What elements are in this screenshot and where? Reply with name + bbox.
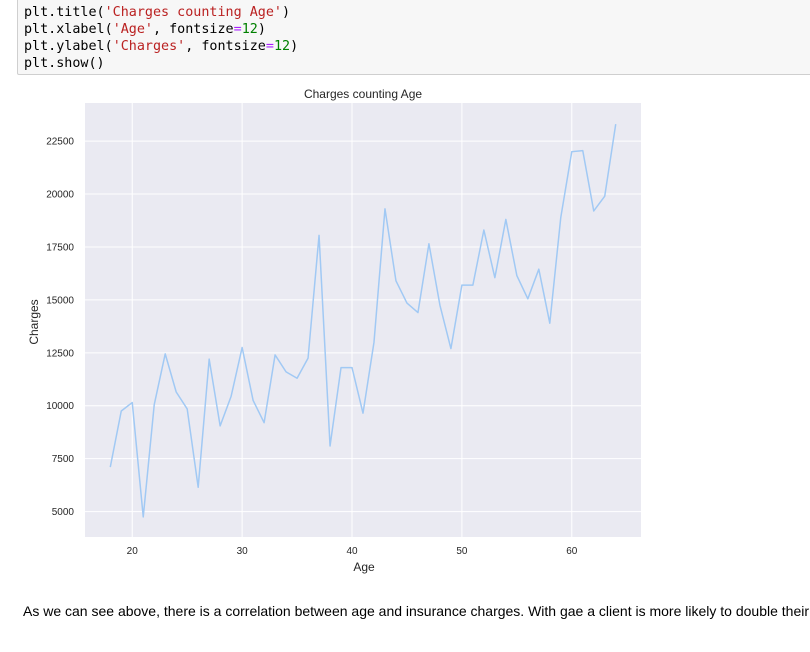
x-tick-label: 60 [566,546,578,557]
cell-output: 20 30 40 50 60 5000 7500 10000 12500 15000 17500 20… [17,78,810,578]
code-line-title[interactable]: plt.title('Charges counting Age') [24,5,291,20]
x-axis-label: Age [353,560,375,574]
code-line-ylabel[interactable]: plt.ylabel('Charges', fontsize=12) [24,39,299,54]
y-tick-label: 5000 [52,507,75,518]
chart-title: Charges counting Age [304,87,422,101]
y-tick-label: 22500 [46,137,74,148]
x-tick-label: 40 [346,546,358,557]
y-tick-label: 10000 [46,401,74,412]
y-tick-label: 15000 [46,295,74,306]
y-tick-label: 7500 [52,454,75,465]
code-cell[interactable]: plt.title('Charges counting Age') plt.xl… [17,0,810,75]
code-line-xlabel[interactable]: plt.xlabel('Age', fontsize=12) [24,22,266,37]
y-tick-label: 12500 [46,348,74,359]
plot-area [85,103,641,537]
y-tick-label: 17500 [46,242,74,253]
line-chart: 20 30 40 50 60 5000 7500 10000 12500 15000 17500 20… [27,87,641,574]
code-line-show[interactable]: plt.show() [24,56,105,71]
x-tick-label: 20 [127,546,139,557]
series-line-0 [109,124,617,518]
markdown-paragraph: As we can see above, there is a correlat… [23,603,809,619]
x-tick-label: 50 [456,546,468,557]
y-axis-label: Charges [27,299,41,344]
x-tick-label: 30 [237,546,249,557]
y-tick-label: 20000 [46,190,74,201]
